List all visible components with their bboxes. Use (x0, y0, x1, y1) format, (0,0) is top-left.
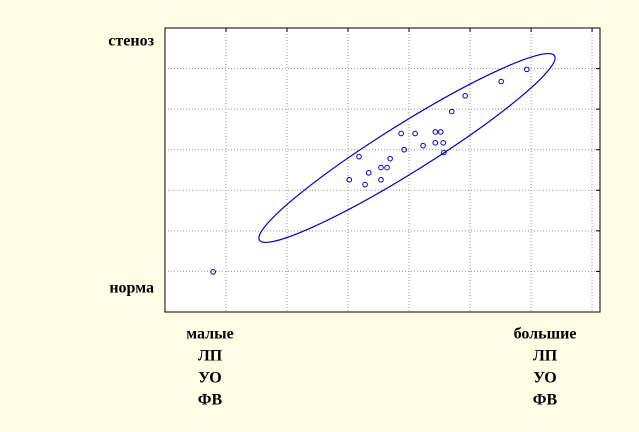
y-end-label: стеноз (108, 33, 154, 50)
point (384, 164, 390, 171)
point (346, 176, 353, 183)
point (362, 181, 368, 188)
point (523, 66, 530, 73)
x-end-label: ФВ (533, 392, 558, 409)
x-end-label: ФВ (198, 392, 223, 409)
confidence-ellipse (258, 52, 556, 244)
point (378, 176, 384, 183)
x-end-label: УО (533, 370, 556, 387)
point (441, 149, 447, 156)
point (420, 142, 426, 149)
x-end-label: ЛП (533, 348, 558, 365)
point (498, 78, 504, 85)
point (448, 108, 455, 115)
x-end-label: большие (514, 326, 577, 343)
point (432, 129, 439, 135)
point (401, 146, 407, 153)
x-end-label: ЛП (198, 348, 223, 365)
point (378, 164, 384, 171)
point (210, 269, 216, 275)
point (387, 155, 393, 162)
point (432, 140, 439, 146)
x-end-label: малые (186, 326, 234, 343)
plot-area (164, 27, 601, 313)
point (398, 130, 404, 137)
point (462, 92, 468, 99)
point (440, 140, 447, 146)
y-end-label: норма (109, 280, 154, 297)
point (365, 170, 372, 176)
point (437, 129, 444, 135)
point (356, 153, 362, 160)
x-end-label: УО (198, 370, 221, 387)
point (412, 130, 418, 137)
